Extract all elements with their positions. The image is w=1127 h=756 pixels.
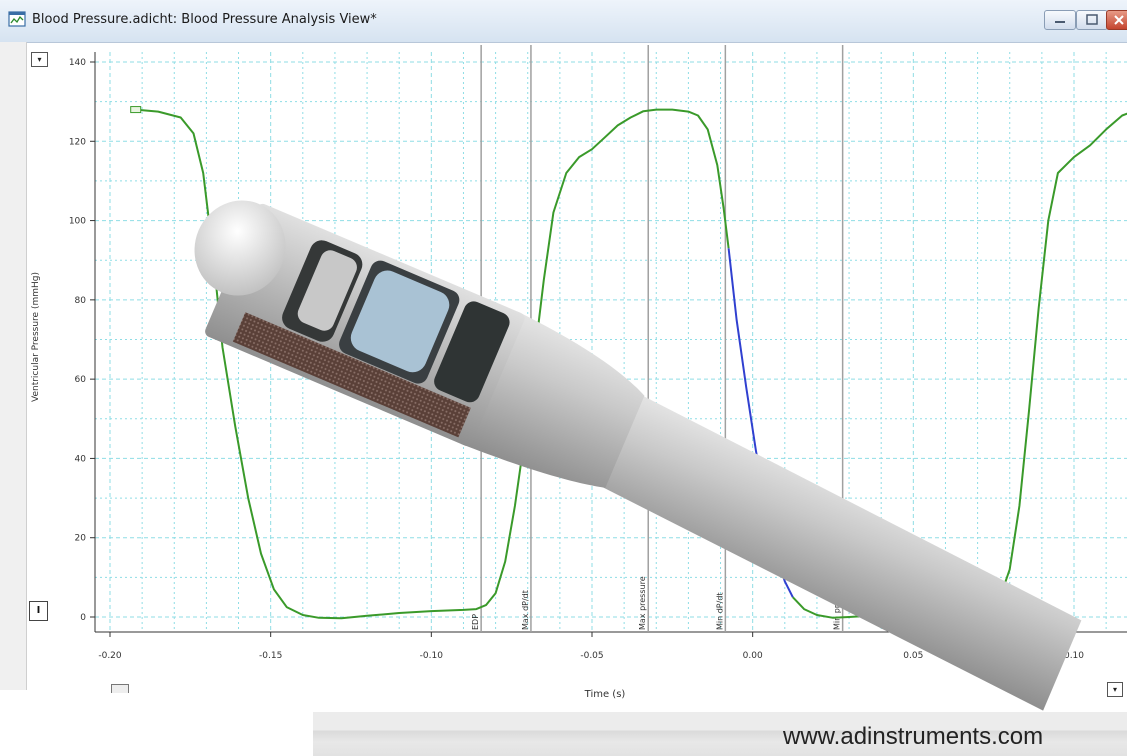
x-tick-label: 0.00 xyxy=(743,651,763,661)
x-tick-label: 0.05 xyxy=(903,651,923,661)
chart-window: Blood Pressure.adicht: Blood Pressure An… xyxy=(0,0,1127,690)
catheter-tube xyxy=(596,391,1082,711)
collapse-channel-button[interactable]: ▾ xyxy=(31,52,48,67)
y-tick-label: 120 xyxy=(69,137,86,147)
x-tick-label: 0.10 xyxy=(1064,651,1084,661)
x-tick-label: -0.05 xyxy=(580,651,603,661)
x-tick-label: -0.20 xyxy=(98,651,122,661)
y-tick-label: 80 xyxy=(75,296,87,306)
catheter-photo xyxy=(194,200,1082,711)
x-tick-label: -0.10 xyxy=(420,651,444,661)
footer-url: www.adinstruments.com xyxy=(783,723,1044,750)
event-marker-label: Max dP/dt xyxy=(521,590,530,630)
event-marker-label: Max pressure xyxy=(638,576,647,630)
sensor-window-3 xyxy=(434,301,510,403)
maximize-icon xyxy=(1086,14,1098,25)
sensor-element-2 xyxy=(350,270,450,373)
y-tick-label: 40 xyxy=(75,454,87,464)
pressure-trace xyxy=(135,108,730,620)
labchart-document-icon xyxy=(8,11,26,27)
y-tick-label: 0 xyxy=(80,613,86,623)
view-options-button[interactable]: ▾ xyxy=(1107,682,1123,697)
window-left-edge xyxy=(0,42,27,690)
y-tick-label: 140 xyxy=(69,58,86,68)
close-button[interactable] xyxy=(1106,10,1127,30)
sensor-element-1 xyxy=(297,250,357,331)
minimize-icon xyxy=(1055,21,1065,23)
title-bar[interactable]: Blood Pressure.adicht: Blood Pressure An… xyxy=(0,0,1127,43)
catheter-tip xyxy=(194,200,286,296)
tick-labels: 0 20 40 60 80 100 120 140 -0.20 -0.15 -0.10 -0.05 0.… xyxy=(69,58,1084,661)
y-tick-label: 20 xyxy=(75,534,87,544)
minimize-button[interactable] xyxy=(1044,10,1076,30)
window-title: Blood Pressure.adicht: Blood Pressure An… xyxy=(32,12,377,27)
sensor-mesh xyxy=(232,312,471,438)
horizontal-scroll-handle[interactable] xyxy=(111,684,129,693)
y-tick-label: 60 xyxy=(75,375,87,385)
x-tick-label: -0.15 xyxy=(259,651,282,661)
footer-band xyxy=(313,712,1127,756)
event-marker-label: Min dP/dt xyxy=(715,592,724,630)
close-icon xyxy=(1114,15,1124,25)
x-axis-label: Time (s) xyxy=(584,689,626,700)
y-tick-label: 100 xyxy=(69,217,86,227)
event-marker-label: EDP xyxy=(471,614,480,630)
y-axis-label: Ventricular Pressure (mmHg) xyxy=(31,272,41,402)
scale-button[interactable]: I xyxy=(29,601,48,621)
trace-start-marker xyxy=(130,106,142,114)
